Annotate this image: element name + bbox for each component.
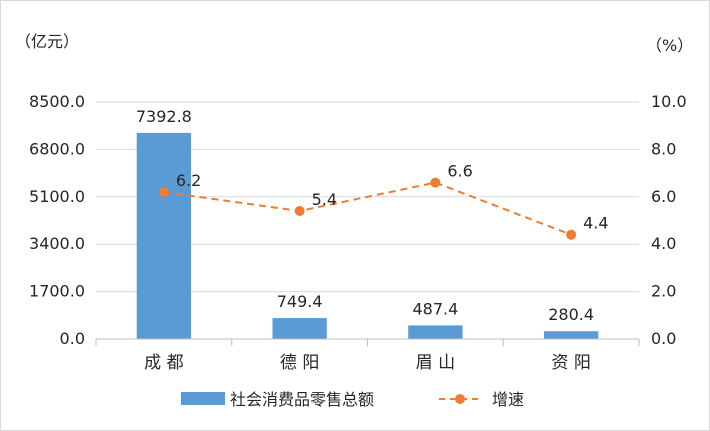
legend-bar-swatch (181, 392, 225, 405)
right-axis-tick-label: 0.0 (651, 329, 676, 348)
growth-rate-line (163, 181, 572, 236)
x-axis-category-label: 眉 山 (416, 353, 455, 373)
right-axis-tick-label: 2.0 (651, 282, 676, 301)
left-axis-tick-label: 0.0 (60, 329, 85, 348)
bar (136, 132, 192, 339)
left-axis-tick-label: 1700.0 (29, 282, 85, 301)
right-axis-tick-label: 6.0 (651, 187, 676, 206)
right-axis-unit-label: （%） (646, 36, 693, 55)
bar (408, 325, 463, 339)
x-axis-category-label: 成 都 (144, 353, 183, 373)
left-axis-tick-label: 6800.0 (29, 139, 85, 158)
line-data-label: 5.4 (312, 190, 337, 209)
left-axis-tick-label: 3400.0 (29, 234, 85, 253)
line-point (430, 177, 441, 188)
x-axis-category-label: 德 阳 (280, 353, 319, 373)
bar (543, 331, 599, 339)
line-series: 6.2 5.4 6.6 4.4 (158, 162, 609, 240)
right-axis-tick-label: 4.0 (651, 234, 676, 253)
line-point (294, 206, 305, 217)
bar (272, 318, 327, 339)
line-data-label: 6.2 (176, 171, 201, 190)
bar-data-label: 280.4 (548, 305, 594, 324)
right-axis-tick-label: 8.0 (651, 139, 676, 158)
bar-data-label: 7392.8 (136, 107, 192, 126)
right-axis-tick-label: 10.0 (651, 92, 687, 111)
bar-data-label: 749.4 (277, 292, 323, 311)
legend: 社会消费品零售总额 增速 (181, 390, 524, 409)
line-point (158, 187, 169, 198)
legend-bar-label: 社会消费品零售总额 (230, 390, 374, 409)
bar-data-label: 487.4 (412, 299, 458, 318)
axes: 0.0 1700.0 3400.0 5100.0 6800.0 8500.0 0.0 2.0 4… (29, 92, 687, 373)
legend-line-label: 增速 (492, 390, 524, 409)
left-axis-unit-label: （亿元） (15, 32, 79, 51)
line-data-label: 4.4 (583, 214, 608, 233)
line-point (566, 229, 577, 240)
left-axis-tick-label: 8500.0 (29, 92, 85, 111)
legend-line-marker (455, 394, 465, 404)
bar-series: 7392.8 749.4 487.4 280.4 (136, 107, 599, 339)
left-axis-tick-label: 5100.0 (29, 187, 85, 206)
line-data-label: 6.6 (447, 162, 472, 181)
x-axis-category-label: 资 阳 (551, 353, 590, 373)
